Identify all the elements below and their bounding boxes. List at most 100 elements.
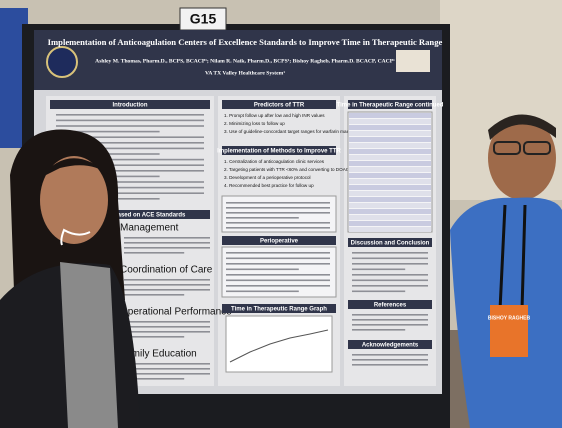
text-line <box>352 290 406 293</box>
text-line <box>352 354 428 356</box>
hair <box>488 114 556 140</box>
text-line <box>124 326 210 328</box>
text-line <box>226 285 330 287</box>
text-line <box>124 368 210 370</box>
text-line <box>226 222 330 224</box>
text-line <box>56 192 204 194</box>
text-line <box>352 314 428 316</box>
list-item: 2. Minimizing loss to follow up <box>224 121 285 126</box>
text-line <box>226 212 330 214</box>
badge <box>490 305 528 357</box>
text-line <box>352 329 406 331</box>
text-line <box>124 284 210 286</box>
text-line <box>226 252 330 254</box>
text-line <box>56 147 204 150</box>
text-line <box>352 319 428 321</box>
text-line <box>226 217 299 219</box>
list-item: 1. Centralization of anticoagulation cli… <box>224 159 325 164</box>
text-line <box>124 321 210 323</box>
table-row <box>349 131 431 136</box>
ace-item: Family Education <box>120 349 197 360</box>
text-line <box>352 279 428 282</box>
section-header <box>222 304 336 313</box>
table-row <box>349 191 431 196</box>
text-line <box>226 290 299 293</box>
table-row <box>349 197 431 202</box>
section-header <box>222 146 336 155</box>
text-line <box>56 186 204 189</box>
list-item: 2. Targeting patients with TTR <60% and … <box>224 167 368 172</box>
text-line <box>124 237 210 239</box>
table-row <box>349 173 431 178</box>
text-line <box>352 263 428 265</box>
smile <box>60 228 91 246</box>
section-heading: Predictors of TTR <box>254 102 305 108</box>
ace-item: Management <box>120 223 179 234</box>
table-row <box>349 125 431 130</box>
va-logo <box>46 46 78 78</box>
poster-authors: Ashley M. Thomas, Pharm.D., BCPS, BCACP¹… <box>95 58 395 64</box>
blouse <box>60 262 118 428</box>
section-header <box>50 100 210 109</box>
list-item: 3. Development of a perioperative protoc… <box>224 175 311 180</box>
text-line <box>56 125 204 127</box>
section-header <box>348 100 432 109</box>
text-line <box>352 285 428 287</box>
section-header <box>222 100 336 109</box>
section-header <box>348 238 432 247</box>
section-heading: Acknowledgements <box>362 342 419 348</box>
glasses <box>493 141 521 155</box>
table-row <box>349 113 431 118</box>
text-line <box>56 130 160 133</box>
text-line <box>352 324 428 326</box>
table-row <box>349 155 431 160</box>
text-line <box>226 207 330 209</box>
section-heading: Implemented Based on ACE Standards <box>75 212 186 218</box>
section-heading: Time in Therapeutic Range continued <box>337 102 444 108</box>
text-line <box>56 114 204 116</box>
section-header <box>348 340 432 349</box>
section-header <box>222 236 336 245</box>
list-item: 1. Prompt follow up after low and high I… <box>224 113 325 118</box>
text-line <box>352 359 428 361</box>
badge-name: BISHOY RAGHEB <box>488 315 531 321</box>
text-line <box>56 170 204 172</box>
table-row <box>349 161 431 166</box>
table-row <box>349 119 431 124</box>
section-header <box>348 300 432 309</box>
text-line <box>226 274 330 276</box>
table-row <box>349 221 431 226</box>
text-line <box>352 268 406 271</box>
head <box>488 116 556 200</box>
section-heading: Implementation of Methods to Improve TTR <box>217 148 341 154</box>
text-line <box>56 142 204 144</box>
text-line <box>352 274 428 276</box>
text-line <box>56 158 204 161</box>
poster-header <box>34 30 442 90</box>
person-left <box>0 129 140 428</box>
text-line <box>352 252 428 254</box>
ace-item: Coordination of Care <box>120 265 213 276</box>
logo-right <box>396 50 430 72</box>
text-line <box>226 257 330 260</box>
text-line <box>226 202 330 204</box>
text-line <box>56 136 204 138</box>
fringe <box>40 158 110 178</box>
list-item: 4. Recommended best practice for follow … <box>224 183 314 188</box>
table-row <box>349 137 431 142</box>
text-line <box>56 181 204 183</box>
text-line <box>124 373 210 375</box>
text-line <box>56 164 204 166</box>
text-line <box>352 364 428 366</box>
poster-title: Implementation of Anticoagulation Center… <box>48 37 443 47</box>
table-row <box>349 227 431 232</box>
text-line <box>226 268 299 271</box>
list-item: 3. Use of guideline-concordant target ra… <box>224 129 368 134</box>
text-line <box>124 336 185 338</box>
face <box>40 156 108 244</box>
text-line <box>226 227 330 229</box>
person-right: BISHOY RAGHEB <box>450 114 562 428</box>
table-row <box>349 149 431 154</box>
lanyard <box>498 204 527 311</box>
